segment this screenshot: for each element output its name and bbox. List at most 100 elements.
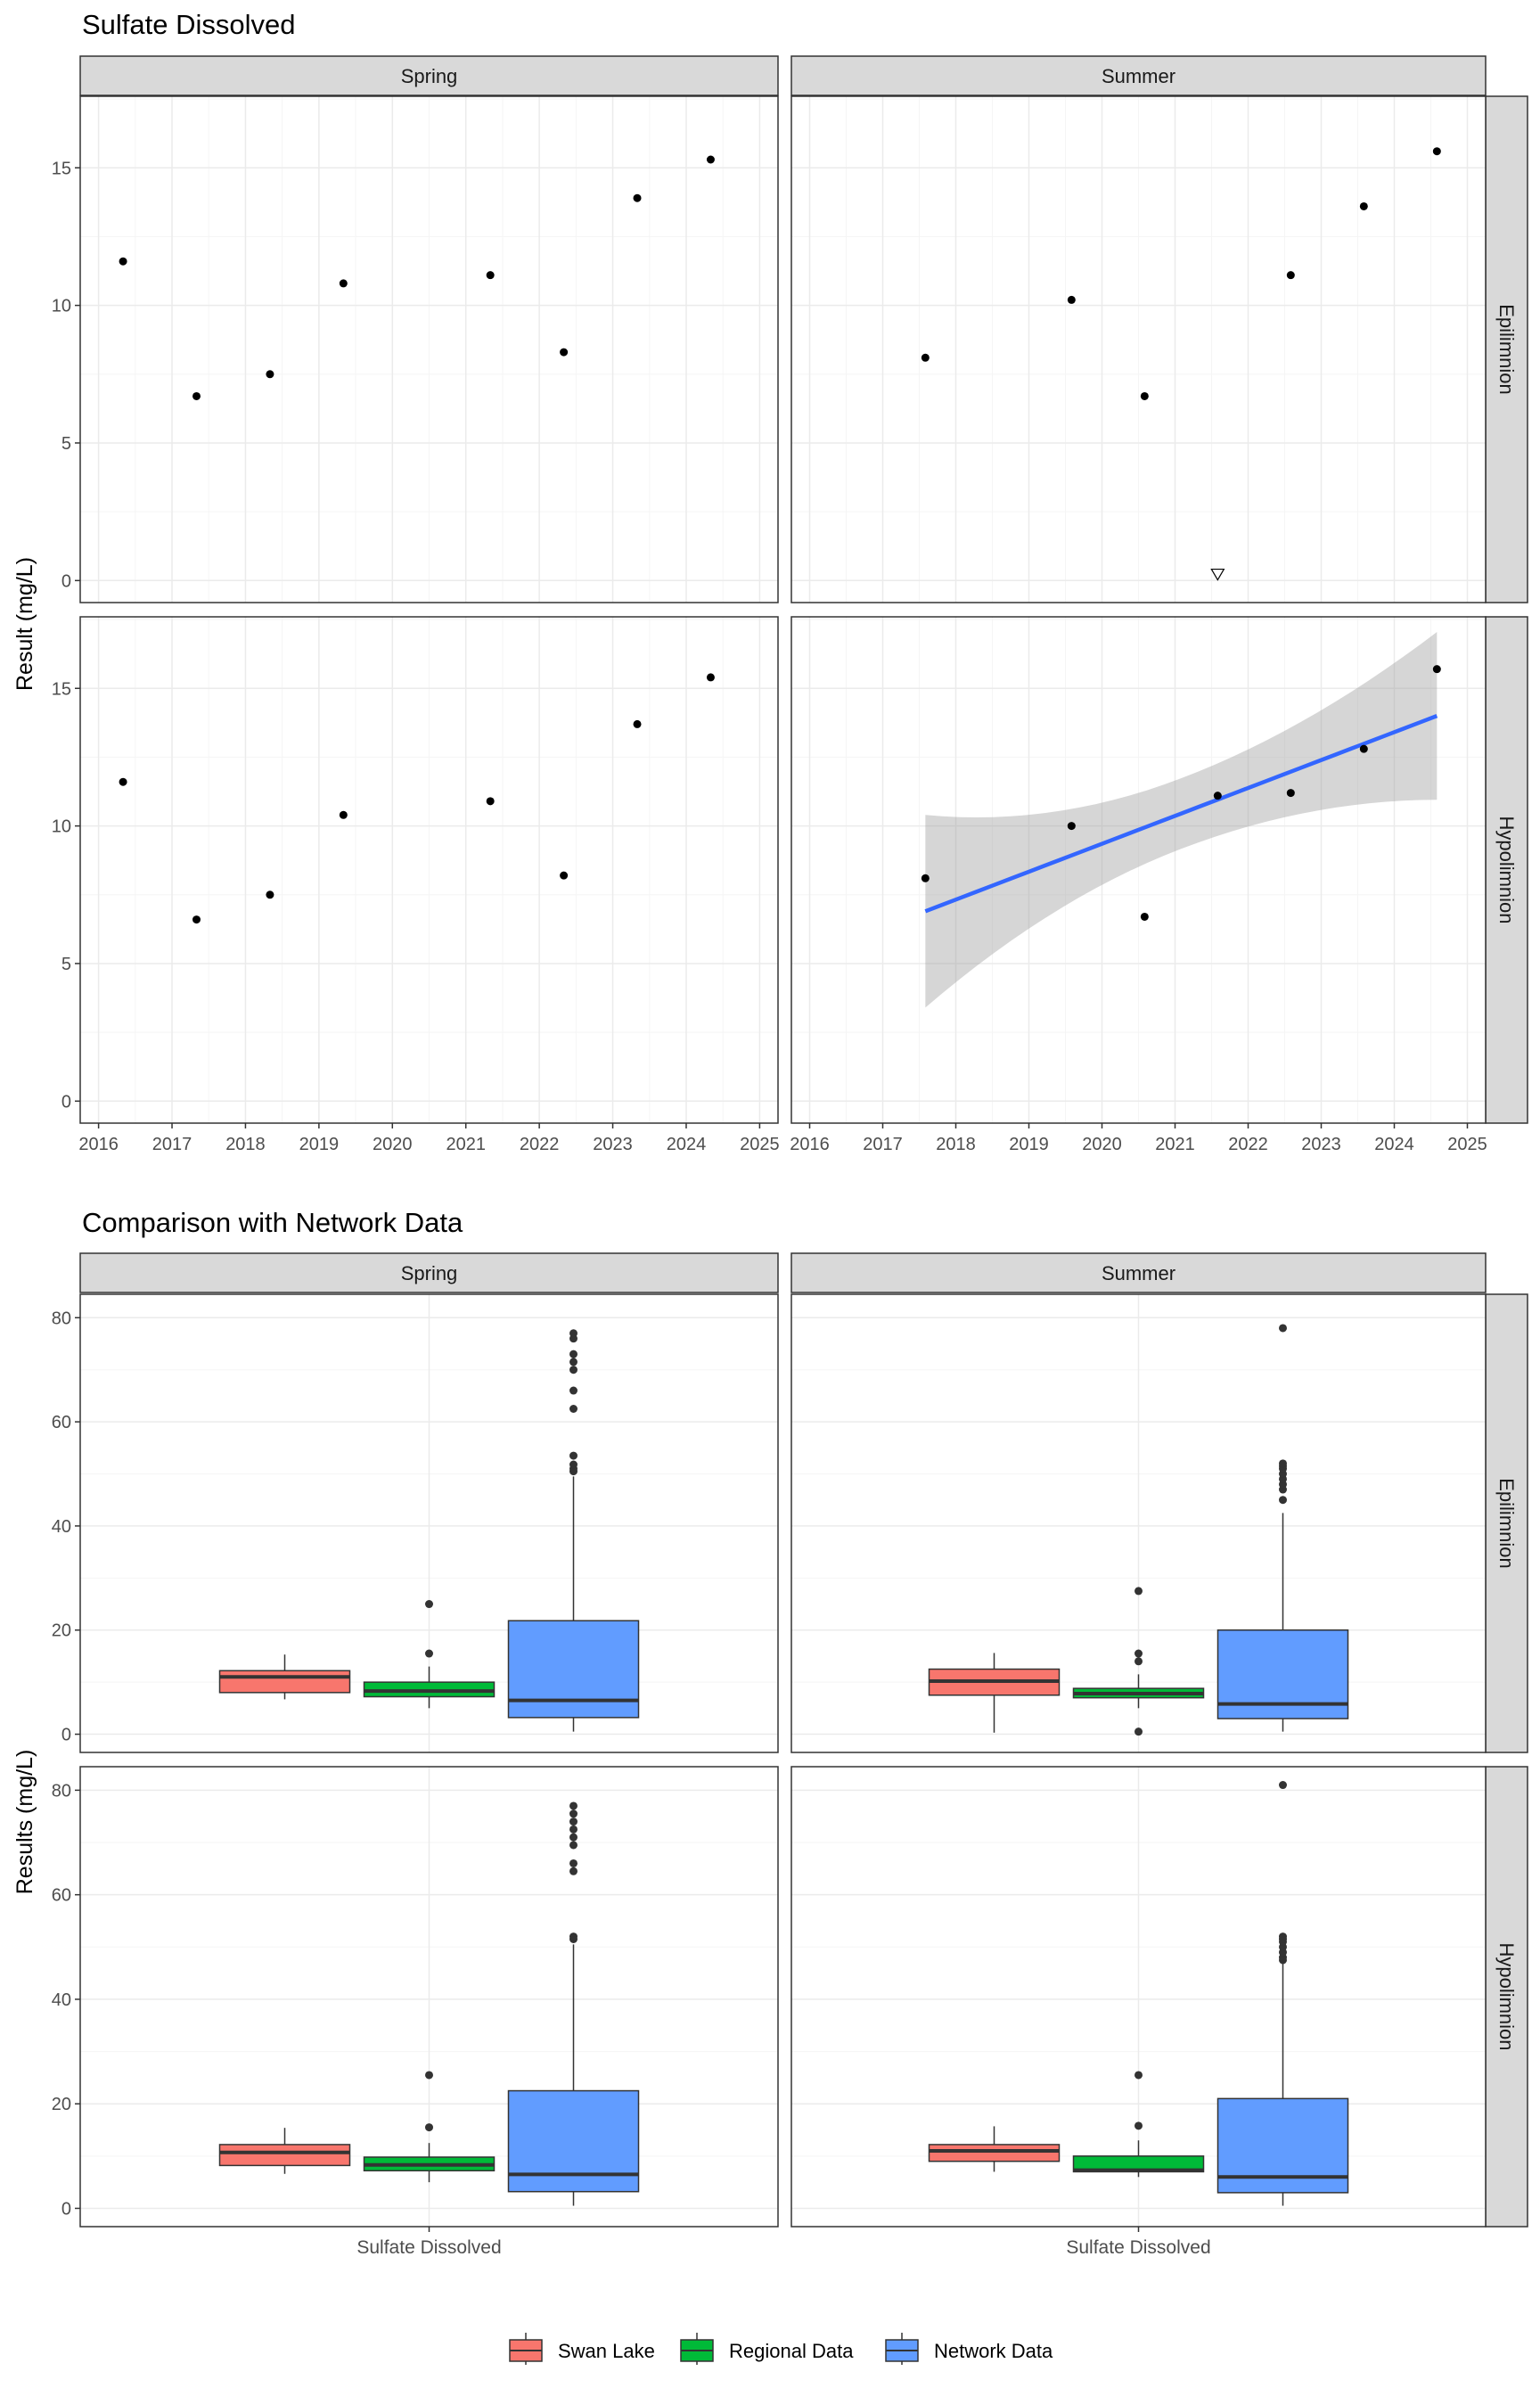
y-tick-label: 15 xyxy=(52,159,71,178)
box-iqr xyxy=(218,1670,351,1694)
data-point xyxy=(1286,271,1295,280)
outlier-point xyxy=(569,1833,578,1842)
outlier-point xyxy=(569,1358,578,1366)
box-iqr xyxy=(507,2089,640,2193)
panel-summer-hypolimnion: 2016 2017 2018 2019 2020 2021 2022 2023 2024 2025 xyxy=(790,616,1487,1154)
outlier-point xyxy=(1135,1657,1143,1666)
y-tick-label: 10 xyxy=(52,297,71,316)
outlier-point xyxy=(1135,1587,1143,1596)
data-point xyxy=(560,348,569,357)
x-tick-label: 2025 xyxy=(740,1135,780,1154)
box-regional-data xyxy=(363,1600,496,1709)
box-iqr xyxy=(507,1620,640,1719)
x-tick-label: Sulfate Dissolved xyxy=(356,2237,501,2258)
facet-strip-label: Epilimnion xyxy=(1495,304,1518,395)
nondetect-marker-icon xyxy=(1210,568,1225,581)
data-point xyxy=(1432,147,1441,156)
x-tick-label: 2024 xyxy=(667,1135,707,1154)
x-tick-label: 2020 xyxy=(373,1135,413,1154)
facet-strip-label: Summer xyxy=(1102,1262,1175,1284)
x-tick-label: 2017 xyxy=(152,1135,192,1154)
x-tick-label: 2021 xyxy=(1155,1135,1195,1154)
x-tick-label: 2019 xyxy=(299,1135,340,1154)
facet-strip-label: Summer xyxy=(1102,65,1175,87)
x-tick-label: 2016 xyxy=(78,1135,119,1154)
data-point xyxy=(1286,789,1295,798)
outlier-point xyxy=(569,1818,578,1826)
box-iqr xyxy=(928,2144,1061,2162)
outlier-point xyxy=(1279,1496,1287,1505)
x-tick-label: 2020 xyxy=(1082,1135,1122,1154)
data-point xyxy=(266,370,274,379)
box-network-data xyxy=(507,1801,640,2206)
panel-border xyxy=(790,616,1487,1124)
outlier-point xyxy=(569,1859,578,1867)
y-tick-label: 40 xyxy=(52,1990,71,2010)
data-point xyxy=(1359,744,1368,753)
legend: Swan Lake Regional Data Network Data xyxy=(509,2333,1053,2365)
y-axis-title-result: Result (mg/L) xyxy=(12,557,37,691)
outlier-point xyxy=(569,1867,578,1875)
box-swan-lake xyxy=(928,2126,1061,2172)
data-point xyxy=(192,915,201,924)
y-axis-title-results: Results (mg/L) xyxy=(12,1750,37,1895)
data-point xyxy=(1432,665,1441,674)
legend-item-network-data: Network Data xyxy=(885,2333,1053,2365)
outlier-point xyxy=(1135,2121,1143,2130)
data-point xyxy=(921,874,930,882)
outlier-point xyxy=(569,1366,578,1374)
outlier-point xyxy=(1279,1324,1287,1333)
y-tick-label: 60 xyxy=(52,1886,71,1906)
outlier-point xyxy=(569,1329,578,1338)
data-point xyxy=(633,719,642,728)
x-tick-label: 2016 xyxy=(790,1135,830,1154)
panel-border xyxy=(790,1293,1487,1753)
outlier-point xyxy=(569,1451,578,1460)
facet-strip-hypolimnion xyxy=(1485,1766,1528,2228)
data-point xyxy=(706,155,715,164)
x-tick-label: 2021 xyxy=(446,1135,486,1154)
x-tick-label: 2023 xyxy=(593,1135,633,1154)
outlier-point xyxy=(1279,1932,1287,1941)
x-tick-label: 2024 xyxy=(1374,1135,1414,1154)
data-point xyxy=(1140,391,1149,400)
outlier-point xyxy=(425,1649,433,1658)
data-point xyxy=(706,673,715,682)
y-tick-label: 10 xyxy=(52,817,71,837)
outlier-point xyxy=(569,1801,578,1810)
outlier-point xyxy=(425,2071,433,2080)
y-tick-label: 80 xyxy=(52,1781,71,1801)
confidence-ribbon xyxy=(925,631,1438,1008)
y-tick-label: 0 xyxy=(61,2199,71,2219)
y-tick-label: 40 xyxy=(52,1517,71,1537)
facet-strip-epilimnion xyxy=(1485,1293,1528,1753)
facet-strip-label: Spring xyxy=(401,65,458,87)
trend-line xyxy=(924,714,1438,914)
data-point xyxy=(339,810,348,819)
y-tick-label: 60 xyxy=(52,1413,71,1432)
outlier-point xyxy=(425,1600,433,1609)
x-tick-label: 2022 xyxy=(520,1135,560,1154)
chart-title-comparison: Comparison with Network Data xyxy=(82,1207,463,1238)
box-regional-data xyxy=(363,2071,496,2183)
legend-label: Network Data xyxy=(934,2340,1053,2362)
outlier-point xyxy=(1135,1649,1143,1658)
box-iqr xyxy=(218,2144,351,2167)
outlier-point xyxy=(1135,1727,1143,1736)
y-tick-label: 0 xyxy=(61,1092,71,1112)
facet-strip-summer xyxy=(790,1252,1487,1293)
outlier-point xyxy=(569,1932,578,1941)
legend-label: Regional Data xyxy=(729,2340,854,2362)
box-network-data xyxy=(507,1329,640,1732)
facet-strip-hypolimnion xyxy=(1485,616,1528,1124)
data-point xyxy=(486,797,495,806)
y-tick-label: 80 xyxy=(52,1309,71,1328)
facet-strip-label: Spring xyxy=(401,1262,458,1284)
x-tick-label: 2023 xyxy=(1301,1135,1341,1154)
chart-title-sulfate: Sulfate Dissolved xyxy=(82,9,296,40)
facet-strip-label: Epilimnion xyxy=(1495,1478,1518,1569)
panel-summer-hypolimnion: Sulfate Dissolved xyxy=(790,1766,1487,2258)
data-point xyxy=(1213,792,1222,800)
panel-border xyxy=(79,616,779,1124)
